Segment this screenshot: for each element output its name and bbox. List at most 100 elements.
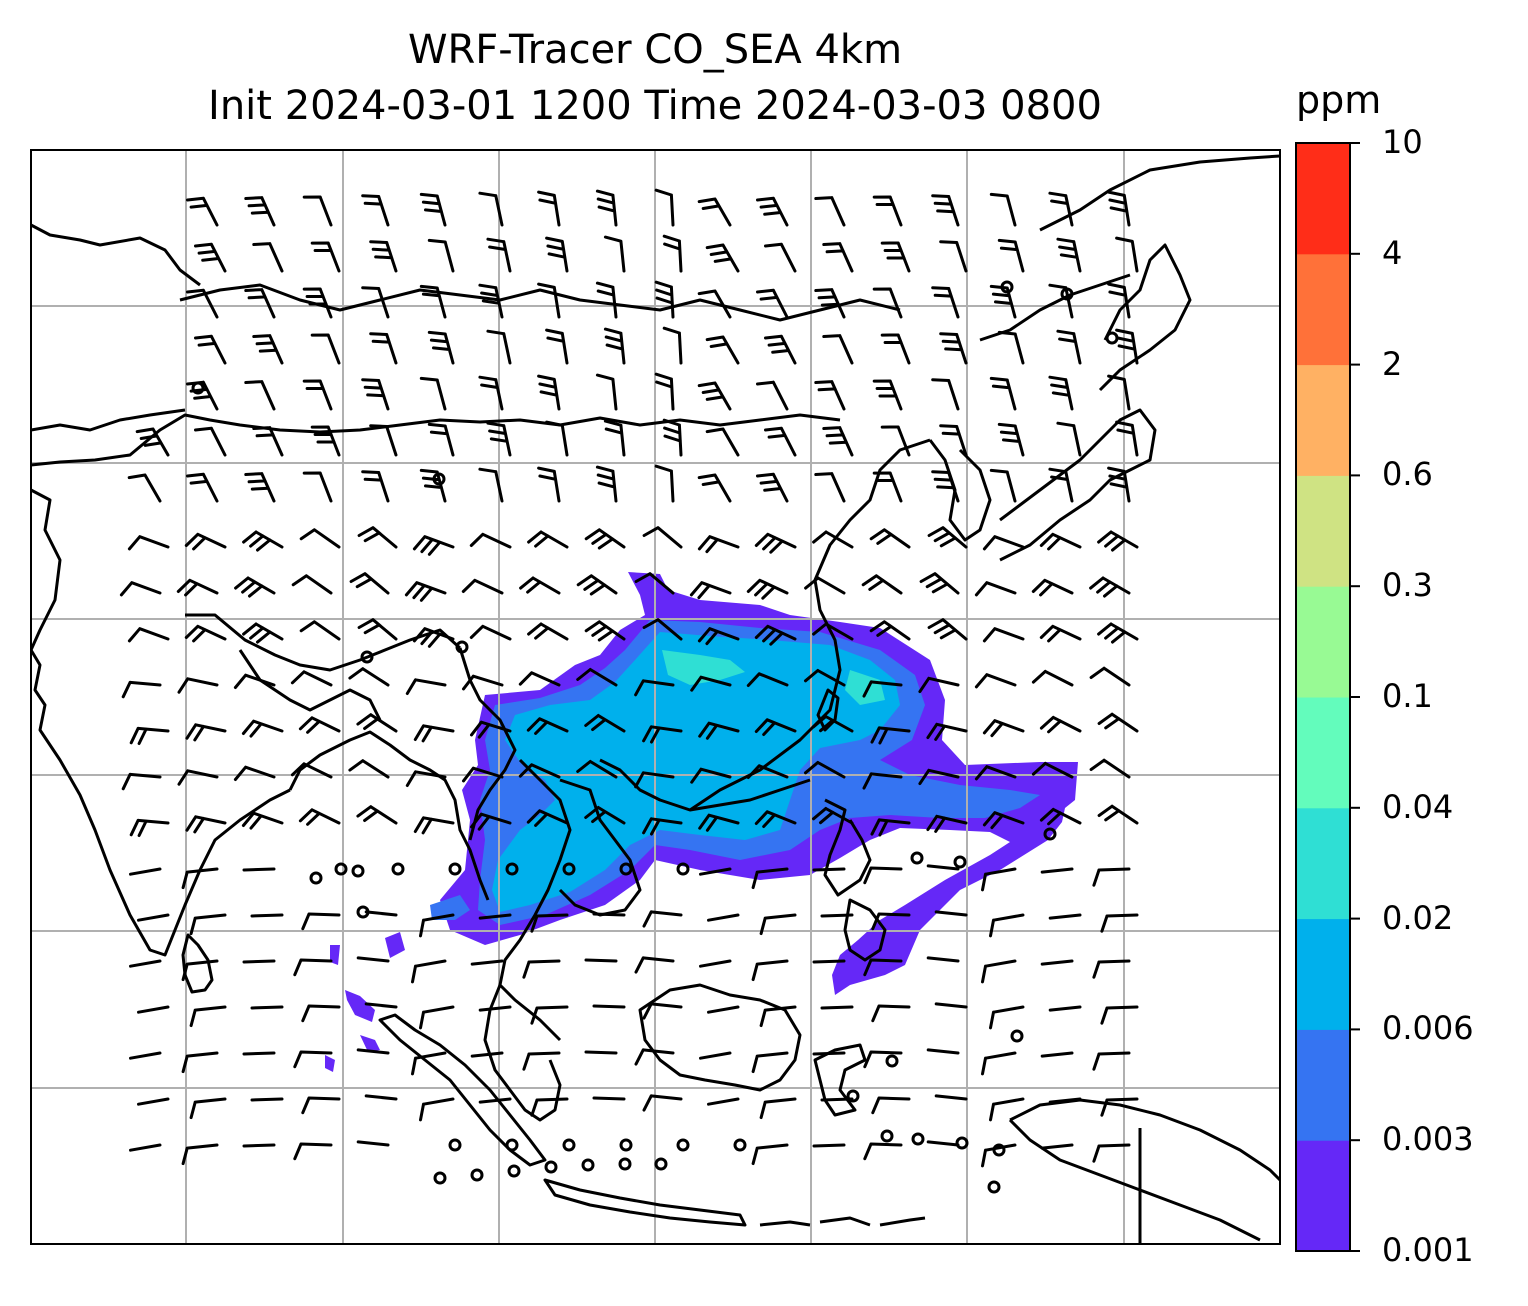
colorbar-segment bbox=[1296, 807, 1350, 920]
map-frame-border bbox=[30, 149, 1281, 1245]
wind-barb bbox=[526, 717, 569, 735]
wind-barb bbox=[812, 867, 846, 872]
wind-barb bbox=[537, 282, 561, 319]
wind-barb bbox=[705, 427, 740, 457]
colorbar-tick-label: 0.001 bbox=[1382, 1231, 1474, 1269]
plume-fragment-west bbox=[330, 932, 405, 965]
wind-barb bbox=[302, 195, 333, 227]
wind-barb bbox=[584, 958, 618, 963]
wind-barb bbox=[705, 243, 740, 273]
colorbar-tick-label: 0.02 bbox=[1382, 898, 1454, 937]
wind-barb bbox=[697, 535, 740, 554]
wind-barb bbox=[298, 716, 341, 734]
wind-barb bbox=[764, 242, 797, 273]
wind-barb bbox=[1100, 1005, 1139, 1025]
wind-barb bbox=[642, 725, 683, 744]
wind-barb bbox=[931, 286, 960, 319]
wind-barb bbox=[518, 671, 561, 687]
calm-marker bbox=[619, 1138, 633, 1152]
wind-barb bbox=[186, 196, 219, 227]
wind-barb bbox=[989, 284, 1017, 319]
wind-barb bbox=[697, 381, 732, 411]
colorbar-segment bbox=[1296, 143, 1350, 255]
calm-marker bbox=[356, 905, 370, 919]
wind-barb bbox=[530, 913, 569, 933]
wind-barb bbox=[1107, 282, 1131, 319]
wind-barb bbox=[989, 913, 1025, 938]
wind-barb bbox=[129, 818, 170, 837]
map-title-line-2: Init 2024-03-01 1200 Time 2024-03-03 080… bbox=[208, 83, 1102, 129]
wind-barb bbox=[244, 196, 276, 227]
wind-barb bbox=[804, 669, 846, 687]
wind-barb bbox=[137, 1097, 170, 1106]
wind-barb bbox=[310, 241, 341, 273]
wind-barb bbox=[427, 422, 455, 457]
wind-barb bbox=[356, 805, 398, 825]
wind-barb bbox=[357, 618, 398, 641]
wind-barb bbox=[592, 912, 626, 917]
wind-barb bbox=[1056, 237, 1082, 273]
wind-barb bbox=[301, 1004, 341, 1023]
wind-barb bbox=[756, 380, 789, 411]
wind-barb bbox=[478, 913, 512, 920]
wind-barb bbox=[252, 426, 284, 457]
colorbar-segment bbox=[1296, 1029, 1350, 1141]
wind-barb bbox=[469, 624, 512, 641]
wind-barb bbox=[746, 672, 789, 687]
wind-barb bbox=[419, 468, 447, 503]
wind-barb bbox=[419, 1097, 455, 1122]
calm-marker bbox=[1000, 280, 1014, 294]
wind-barb bbox=[419, 1005, 455, 1030]
wind-barb bbox=[690, 767, 732, 784]
wind-barb bbox=[244, 380, 276, 411]
wind-barb bbox=[1048, 1005, 1082, 1012]
wind-barb bbox=[461, 578, 504, 595]
wind-barb bbox=[931, 194, 960, 227]
wind-barb bbox=[1107, 190, 1131, 227]
wind-barb bbox=[1040, 1143, 1074, 1150]
calm-marker bbox=[1060, 287, 1074, 301]
wind-barb bbox=[185, 723, 227, 742]
wind-barb bbox=[1097, 804, 1139, 825]
wind-barb bbox=[348, 667, 390, 687]
wind-barb bbox=[177, 677, 219, 694]
wind-barb bbox=[820, 913, 854, 918]
wind-barb bbox=[369, 424, 398, 457]
wind-barb bbox=[233, 765, 276, 781]
wind-barb bbox=[135, 427, 170, 457]
wind-barb bbox=[820, 1005, 854, 1010]
calm-marker bbox=[846, 1089, 860, 1103]
plume-level-0.006 bbox=[492, 632, 900, 912]
wind-barb bbox=[127, 535, 170, 551]
wind-barb bbox=[997, 238, 1025, 273]
wind-barb bbox=[1031, 669, 1074, 687]
wind-barb bbox=[642, 910, 683, 928]
wind-barb bbox=[1040, 1051, 1074, 1058]
wind-barb bbox=[634, 679, 675, 697]
wind-barb bbox=[1031, 761, 1074, 779]
calm-marker bbox=[448, 1138, 462, 1152]
map-title-line-1: WRF-Tracer CO_SEA 4km bbox=[407, 27, 903, 73]
wind-barb bbox=[242, 622, 284, 644]
calm-marker bbox=[619, 862, 633, 876]
wind-barb bbox=[290, 670, 333, 687]
wind-barb bbox=[241, 719, 284, 738]
colorbar-tick-label: 2 bbox=[1382, 344, 1403, 383]
wind-barb bbox=[186, 288, 219, 319]
calm-wind-markers bbox=[191, 280, 1119, 1194]
wind-barb bbox=[654, 464, 675, 503]
wind-barb bbox=[1056, 329, 1082, 365]
wind-barb bbox=[129, 1051, 162, 1060]
wind-barb bbox=[299, 528, 341, 549]
wind-barb bbox=[871, 1004, 911, 1023]
wind-barb bbox=[129, 867, 162, 876]
wind-barb bbox=[576, 668, 618, 687]
wind-barb bbox=[356, 1140, 390, 1147]
colorbar-tick-label: 4 bbox=[1382, 233, 1403, 272]
colorbar-tick-label: 0.006 bbox=[1382, 1009, 1474, 1048]
wind-barb bbox=[697, 627, 740, 646]
wind-barb bbox=[1115, 236, 1139, 273]
wind-barb bbox=[1039, 715, 1082, 734]
wind-barb bbox=[689, 581, 732, 600]
wind-barb bbox=[812, 622, 854, 641]
